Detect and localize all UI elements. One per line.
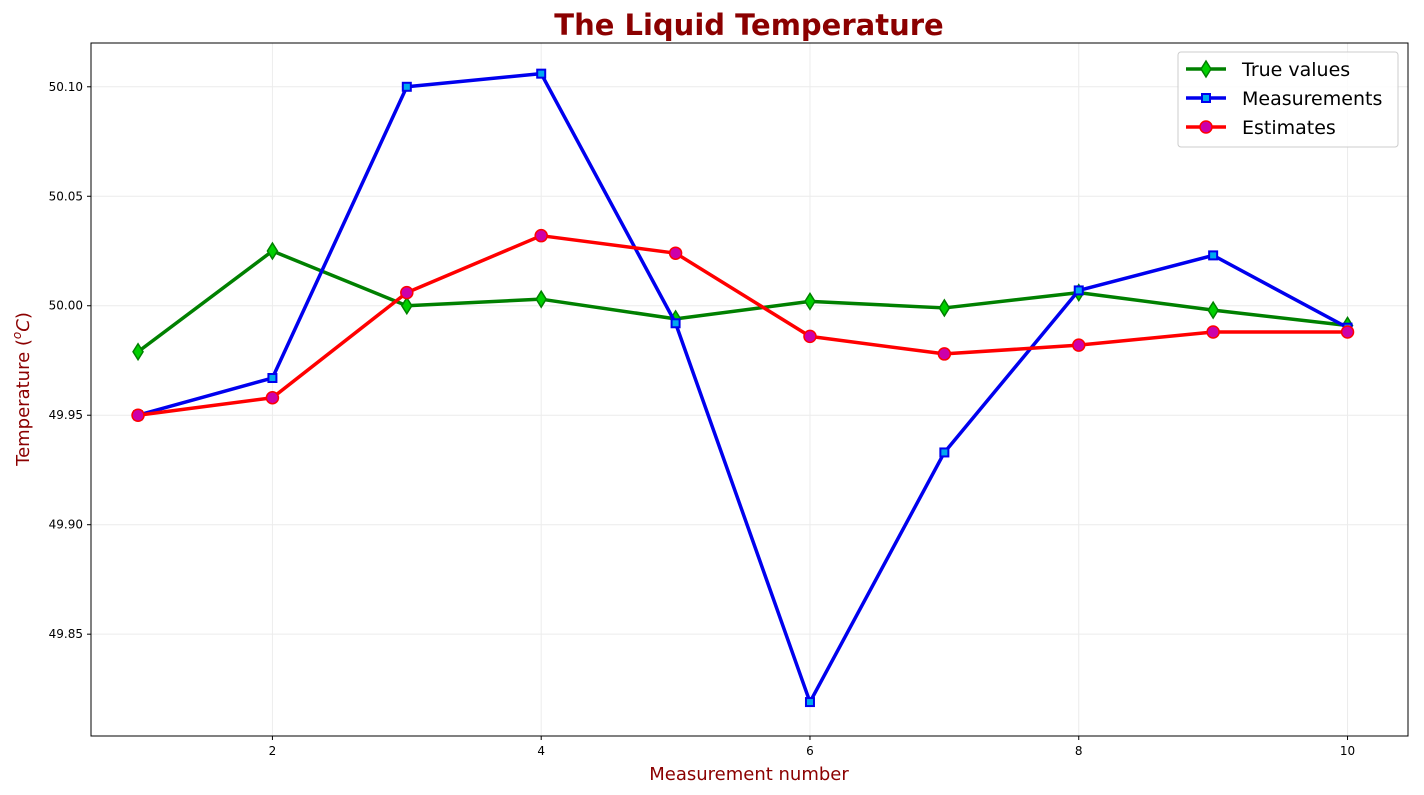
- x-tick-label: 8: [1075, 744, 1083, 758]
- legend-box: [1177, 51, 1399, 148]
- legend-label: True values: [1241, 59, 1350, 81]
- series-true-values: [132, 241, 1354, 362]
- y-tick-label: 49.95: [49, 408, 83, 422]
- measurements-point: [536, 68, 547, 79]
- plot-area: [90, 42, 1409, 737]
- true-values-point: [132, 342, 144, 362]
- estimates-point: [937, 347, 952, 361]
- true-values-line: [136, 249, 1348, 354]
- legend-entry-measurements: Measurements: [1186, 88, 1382, 110]
- true-values-point: [804, 291, 816, 311]
- series-layer: [131, 68, 1355, 708]
- estimates-point: [400, 285, 414, 300]
- legend-swatch-marker: [1199, 120, 1213, 134]
- legend-label: Estimates: [1242, 117, 1336, 139]
- measurements-line: [137, 71, 1349, 704]
- y-axis-title-unit: C: [13, 319, 34, 332]
- measurements-point: [1073, 285, 1084, 296]
- true-values-point: [535, 289, 548, 309]
- measurements-point: [1208, 250, 1219, 261]
- legend-swatch-marker: [1200, 59, 1212, 79]
- y-tick-label: 50.05: [49, 189, 83, 203]
- measurements-point: [267, 373, 278, 384]
- true-values-point: [938, 298, 951, 318]
- x-axis-title: Measurement number: [649, 764, 849, 785]
- estimates-point: [534, 228, 548, 243]
- estimates-line: [137, 233, 1348, 417]
- y-tick-label: 49.90: [49, 518, 83, 532]
- y-axis-title-superscript: o: [10, 332, 24, 339]
- estimates-point: [803, 329, 817, 344]
- x-tick-label: 6: [806, 744, 814, 758]
- measurements-point: [670, 318, 681, 329]
- true-values-point: [1207, 300, 1220, 320]
- estimates-point: [131, 408, 145, 422]
- x-tick-label: 2: [269, 744, 277, 758]
- estimates-point: [668, 246, 683, 260]
- legend-entries: True values Measurements Estimates: [1186, 59, 1382, 139]
- y-axis-title-close: ): [13, 312, 34, 319]
- legend-entry-true-values: True values: [1186, 59, 1350, 81]
- estimates-point: [1340, 325, 1355, 339]
- measurements-point: [804, 697, 815, 708]
- measurements-point: [401, 81, 412, 92]
- x-tick-label: 4: [537, 744, 545, 758]
- y-axis-title: Temperature (oC): [10, 312, 34, 467]
- series-measurements: [133, 68, 1353, 708]
- legend-swatch-marker: [1201, 93, 1211, 103]
- true-values-point: [400, 296, 413, 316]
- y-tick-label: 50.00: [49, 299, 83, 313]
- x-tick-label: 10: [1340, 744, 1355, 758]
- series-estimates: [131, 228, 1355, 422]
- y-axis-title-main: Temperature (: [13, 339, 34, 467]
- measurements-point: [939, 447, 950, 458]
- axis-ticks: 2 4 6 8 10 49.85 49.90 49.95 50.00 50.05 50.10: [49, 80, 1356, 758]
- y-tick-label: 50.10: [49, 80, 83, 94]
- legend: True values Measurements Estimates: [1177, 51, 1399, 148]
- y-tick-label: 49.85: [49, 627, 83, 641]
- legend-label: Measurements: [1242, 88, 1382, 110]
- estimates-point: [1072, 338, 1086, 352]
- true-values-point: [266, 241, 279, 261]
- legend-entry-estimates: Estimates: [1186, 117, 1336, 139]
- estimates-point: [1206, 325, 1220, 339]
- chart-title: The Liquid Temperature: [554, 8, 943, 42]
- estimates-point: [265, 390, 280, 405]
